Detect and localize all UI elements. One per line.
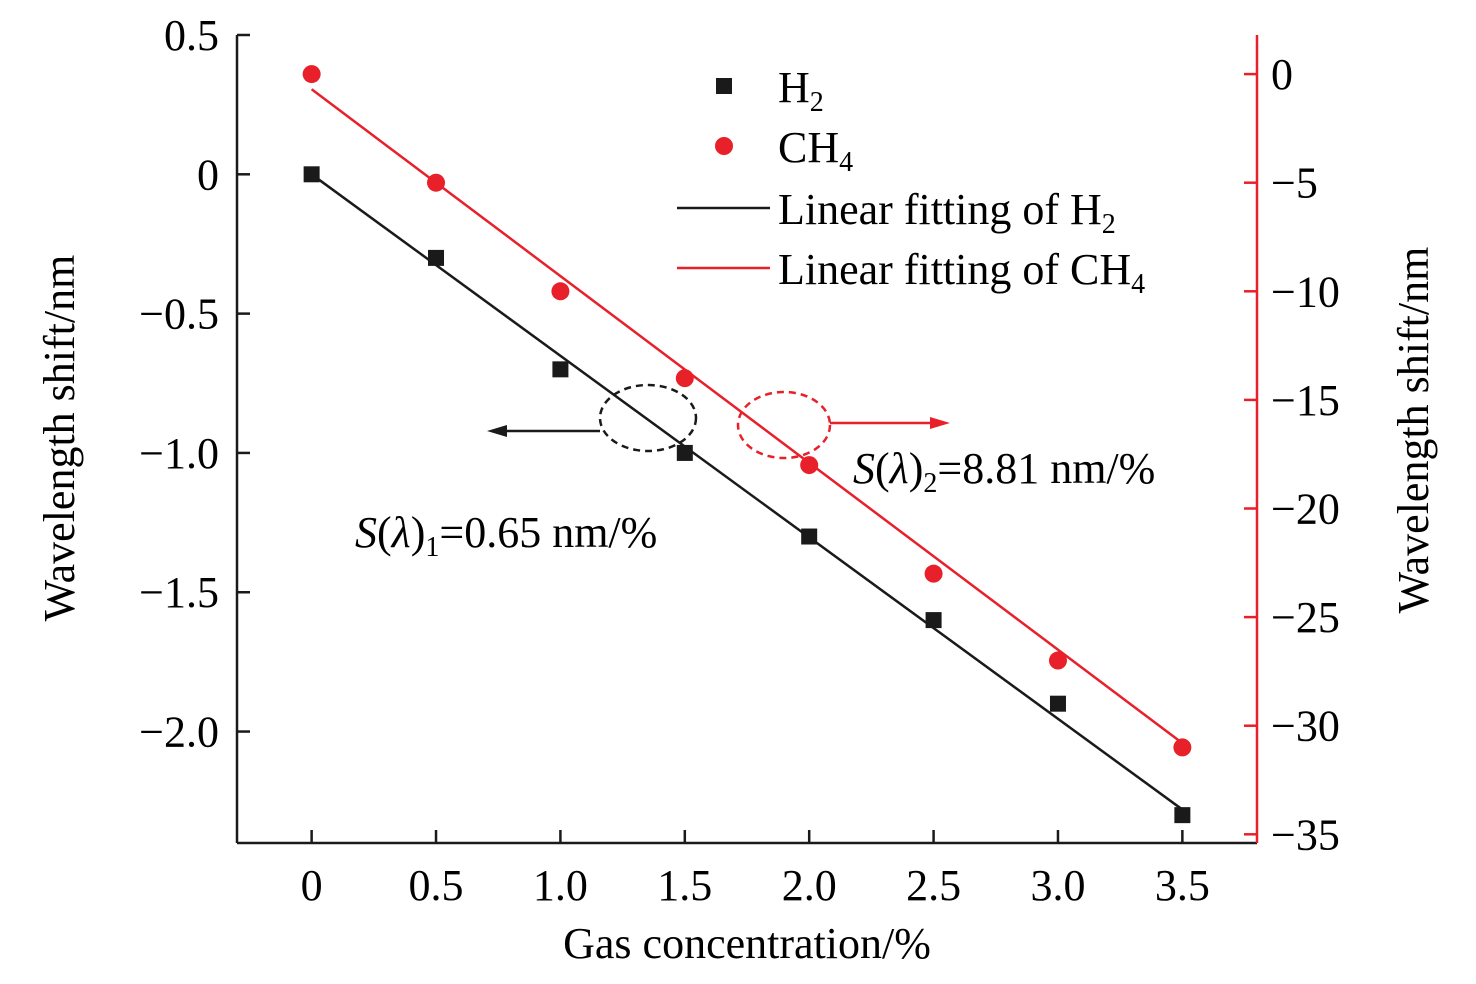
legend-label-text: Linear fitting of CH	[778, 245, 1131, 294]
x-axis-label: Gas concentration/%	[563, 919, 931, 968]
data-point-ch4	[302, 65, 321, 84]
fit-lines	[310, 88, 1184, 811]
legend-label-subscript: 2	[810, 87, 824, 118]
legend-marker	[716, 78, 732, 94]
legend-label: Linear fitting of H2	[778, 185, 1116, 240]
annotation-value: =0.65 nm/%	[439, 508, 657, 557]
data-point-h2	[1174, 807, 1191, 824]
x-tick-label: 1.0	[533, 861, 588, 910]
y-right-tick-label: −25	[1271, 593, 1340, 642]
x-tick-label: 2.0	[782, 861, 837, 910]
annotation-subscript: 1	[425, 532, 439, 563]
annotation-paren-open: (	[377, 508, 392, 557]
data-point-ch4	[800, 456, 819, 475]
data-point-ch4	[427, 173, 446, 192]
legend-label-text: H	[778, 63, 810, 112]
fit-line-h2	[310, 173, 1184, 811]
x-tick-label: 0.5	[409, 861, 464, 910]
x-axis: 0 0.5 1.0 1.5 2.0 2.5 3.0 3.5	[301, 830, 1210, 910]
annotation-subscript: 2	[923, 468, 937, 499]
data-points	[302, 65, 1192, 824]
y-axis-left-label: Wavelength shift/nm	[35, 255, 84, 622]
fit-line-ch4	[310, 88, 1184, 745]
legend-label: H2	[778, 63, 824, 118]
annotation-arrowhead-ch4	[930, 417, 950, 429]
legend-label-subscript: 4	[839, 147, 853, 178]
x-tick-label: 3.5	[1155, 861, 1210, 910]
data-point-ch4	[1048, 651, 1067, 670]
data-point-h2	[925, 612, 942, 629]
plot-frame	[235, 35, 1259, 845]
annotation-paren-close: )	[909, 444, 924, 493]
y-right-tick-label: −5	[1271, 159, 1318, 208]
annotation-lambda: λ	[390, 508, 411, 557]
annotation-paren-open: (	[875, 444, 890, 493]
y-axis-left: 0.5 0 −0.5 −1.0 −1.5 −2.0	[139, 11, 250, 757]
data-point-h2	[428, 249, 445, 266]
annotation-text: S(λ)1=0.65 nm/%	[355, 508, 657, 563]
annotation-ellipse-ch4	[736, 390, 832, 460]
y-axis-right-label: Wavelength shift/nm	[1389, 247, 1438, 614]
legend-label-subscript: 4	[1131, 269, 1145, 300]
y-right-tick-label: −30	[1271, 702, 1340, 751]
data-point-ch4	[924, 564, 943, 583]
annotation-lambda: λ	[888, 444, 909, 493]
data-point-ch4	[551, 282, 570, 301]
y-axis-right: 0 −5 −10 −15 −20 −25 −30 −35	[1244, 50, 1340, 859]
y-right-tick-label: −20	[1271, 485, 1340, 534]
y-right-tick-label: −15	[1271, 376, 1340, 425]
annotation-ellipse-h2	[598, 383, 698, 453]
y-left-tick-label: −2.0	[139, 708, 219, 757]
x-tick-label: 0	[301, 861, 323, 910]
legend-label-text: Linear fitting of H	[778, 185, 1102, 234]
data-point-ch4	[1173, 738, 1192, 757]
legend-label-text: CH	[778, 123, 839, 172]
data-point-h2	[801, 528, 818, 545]
annotation-symbol: S	[853, 444, 875, 493]
data-point-h2	[303, 166, 320, 183]
x-tick-label: 3.0	[1030, 861, 1085, 910]
data-point-h2	[676, 444, 693, 461]
y-right-tick-label: −35	[1271, 810, 1340, 859]
legend-label-subscript: 2	[1102, 209, 1116, 240]
y-right-tick-label: −10	[1271, 267, 1340, 316]
annotation-symbol: S	[355, 508, 377, 557]
legend-marker	[715, 137, 733, 155]
y-right-tick-label: 0	[1271, 50, 1293, 99]
annotations: S(λ)1=0.65 nm/%S(λ)2=8.81 nm/%	[355, 383, 1155, 563]
annotation-value: =8.81 nm/%	[937, 444, 1155, 493]
y-left-tick-label: −1.5	[139, 568, 219, 617]
annotation-paren-close: )	[411, 508, 426, 557]
y-left-tick-label: −1.0	[139, 429, 219, 478]
y-left-tick-label: 0	[197, 150, 219, 199]
legend-label: Linear fitting of CH4	[778, 245, 1145, 300]
data-point-h2	[1049, 695, 1066, 712]
x-tick-label: 1.5	[657, 861, 712, 910]
y-left-tick-label: 0.5	[164, 11, 219, 60]
legend-label: CH4	[778, 123, 853, 178]
y-left-tick-label: −0.5	[139, 290, 219, 339]
data-point-ch4	[675, 369, 694, 388]
annotation-arrowhead-h2	[487, 425, 507, 437]
annotation-text: S(λ)2=8.81 nm/%	[853, 444, 1155, 499]
x-tick-label: 2.5	[906, 861, 961, 910]
data-point-h2	[552, 361, 569, 378]
